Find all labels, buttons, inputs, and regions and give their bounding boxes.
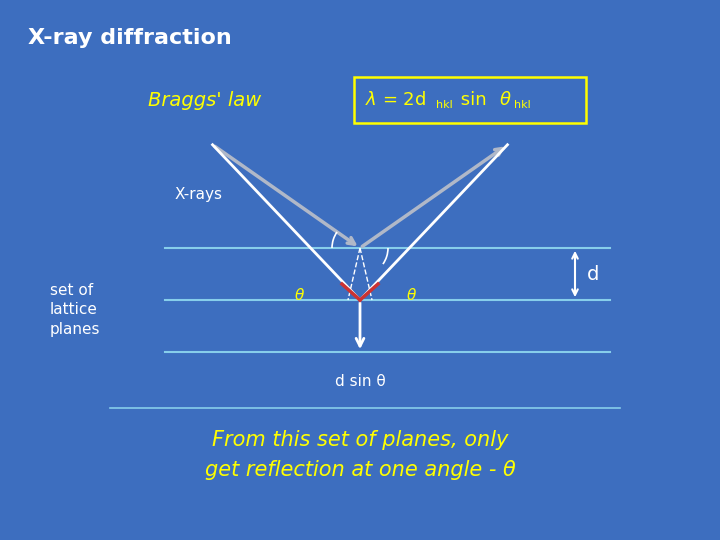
Text: $\theta$: $\theta$	[294, 287, 305, 303]
Text: hkl: hkl	[436, 100, 453, 110]
Text: sin: sin	[455, 91, 492, 109]
Text: set of
lattice
planes: set of lattice planes	[50, 283, 101, 338]
Text: $\theta$: $\theta$	[407, 287, 418, 303]
Text: Braggs' law: Braggs' law	[148, 91, 261, 110]
Text: d sin θ: d sin θ	[335, 374, 385, 389]
Text: hkl: hkl	[514, 100, 531, 110]
Text: X-rays: X-rays	[175, 187, 223, 202]
Text: $\lambda$ = 2d: $\lambda$ = 2d	[365, 91, 426, 109]
Text: d: d	[587, 265, 599, 284]
Text: X-ray diffraction: X-ray diffraction	[28, 28, 232, 48]
Text: get reflection at one angle - θ: get reflection at one angle - θ	[204, 460, 516, 480]
Text: From this set of planes, only: From this set of planes, only	[212, 430, 508, 450]
Text: $\theta$: $\theta$	[499, 91, 512, 109]
FancyBboxPatch shape	[354, 77, 586, 123]
